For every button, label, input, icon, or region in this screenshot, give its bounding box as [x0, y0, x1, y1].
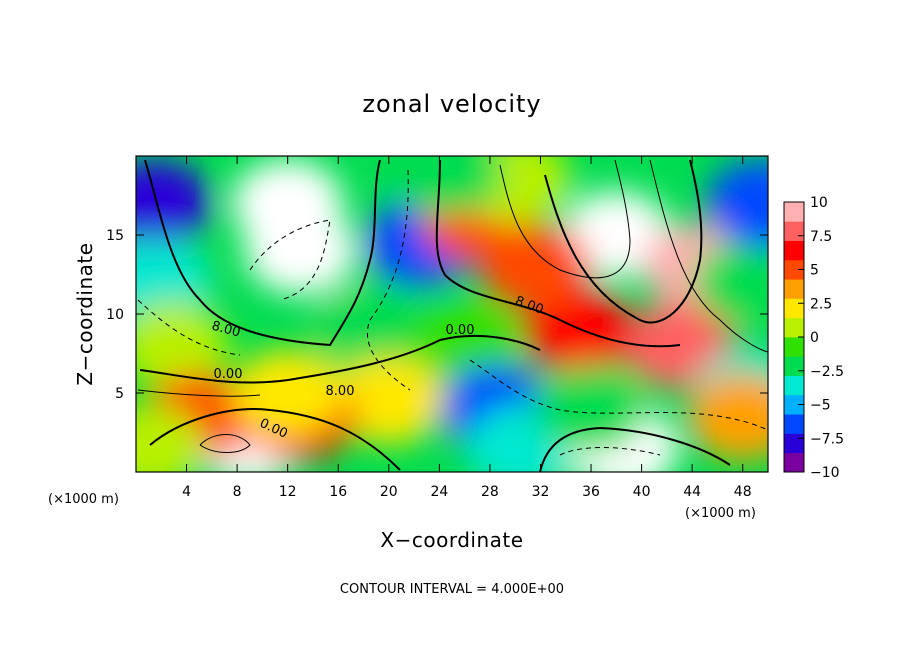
colorbar-segment-11 [784, 240, 804, 261]
x-tick-label-48: 48 [734, 484, 752, 500]
contour-line-4 [149, 408, 401, 471]
field-patch-26 [136, 404, 205, 472]
x-unit-note-right: (×1000 m) [685, 506, 756, 521]
contour-line-3 [544, 159, 703, 324]
field-patch-15 [136, 301, 230, 390]
colorbar-segment-13 [784, 202, 804, 222]
colorbar-segment-7 [784, 317, 804, 338]
colorbar-tick-label-5: −2.5 [810, 364, 844, 380]
colorbar-segment-5 [784, 356, 804, 376]
contour-line-14 [137, 389, 261, 397]
field-patch-27 [231, 349, 344, 437]
colorbar-tick-label-6: −5 [810, 398, 831, 414]
contour-line-0 [144, 159, 381, 347]
colorbar-tick-label-2: 5 [810, 263, 819, 279]
colorbar-tick-label-7: −7.5 [810, 431, 844, 447]
contour-line-5 [539, 426, 731, 472]
colorbar: 10 7.5 5 2.5 0 −2.5 −5 −7.5 −10 [783, 195, 844, 481]
field-patch-9 [693, 238, 768, 327]
contour-interval-note: CONTOUR INTERVAL = 4.000E+00 [340, 582, 564, 597]
contour-line-1 [139, 334, 541, 384]
contour-label-1: 0.00 [446, 323, 475, 338]
x-axis: 4 8 12 16 20 24 28 32 36 40 44 48 [182, 156, 752, 500]
x-tick-label-44: 44 [683, 484, 701, 500]
x-tick-label-8: 8 [233, 484, 242, 500]
colorbar-segment-0 [784, 452, 804, 473]
x-tick-label-32: 32 [532, 484, 550, 500]
colorbar-tick-label-0: 10 [810, 195, 828, 211]
contour-line-9 [469, 359, 768, 431]
chart-title: zonal velocity [362, 90, 541, 118]
x-tick-label-36: 36 [582, 484, 600, 500]
colorbar-segment-9 [784, 279, 804, 299]
colorbar-segment-1 [784, 433, 804, 454]
contour-line-7 [137, 299, 241, 356]
field-patch-12 [686, 372, 768, 461]
y-axis-label: Z−coordinate [73, 242, 97, 385]
colorbar-segment-10 [784, 259, 804, 280]
x-tick-label-20: 20 [380, 484, 398, 500]
colorbar-segment-3 [784, 394, 804, 415]
colorbar-tick-label-1: 7.5 [810, 229, 832, 245]
colorbar-tick-label-8: −10 [810, 465, 840, 481]
x-tick-label-24: 24 [430, 484, 448, 500]
field-patch-18 [332, 356, 445, 445]
x-tick-label-28: 28 [481, 484, 499, 500]
colorbar-segment-4 [784, 375, 804, 396]
y-tick-label-10: 10 [106, 307, 124, 323]
contour-line-13 [649, 159, 768, 353]
contour-line-2 [435, 159, 681, 348]
contour-label-5: 8.00 [326, 384, 355, 399]
field-patch-16 [313, 285, 426, 374]
field-patch-10 [705, 159, 768, 248]
y-tick-label-5: 5 [115, 386, 124, 402]
colorbar-tick-label-4: 0 [810, 330, 819, 346]
contour-label-0: 8.00 [210, 319, 242, 341]
field-patch-29 [389, 156, 502, 216]
colorbar-segment-12 [784, 221, 804, 241]
y-axis: 5 10 15 [106, 228, 768, 402]
colorbar-segment-6 [784, 337, 804, 357]
field-patch-13 [136, 159, 211, 248]
x-tick-label-4: 4 [182, 484, 191, 500]
contour-line-11 [499, 159, 631, 279]
colorbar-segment-8 [784, 298, 804, 319]
field-patch-8 [478, 222, 591, 311]
x-tick-label-16: 16 [329, 484, 347, 500]
x-unit-note-left: (×1000 m) [48, 492, 119, 507]
y-tick-label-15: 15 [106, 228, 124, 244]
contour-line-6 [249, 219, 331, 301]
field-patch-22 [535, 364, 648, 453]
colorbar-segment-2 [784, 414, 804, 434]
velocity-field: 8.00 0.000.008.000.008.00 [136, 156, 768, 472]
x-axis-label: X−coordinate [380, 528, 523, 552]
contour-line-8 [366, 169, 411, 391]
contour-label-2: 0.00 [214, 367, 243, 382]
x-tick-label-40: 40 [633, 484, 651, 500]
field-patch-1 [244, 206, 357, 295]
colorbar-tick-label-3: 2.5 [810, 296, 832, 312]
x-tick-label-12: 12 [279, 484, 297, 500]
contour-line-12 [199, 434, 251, 453]
